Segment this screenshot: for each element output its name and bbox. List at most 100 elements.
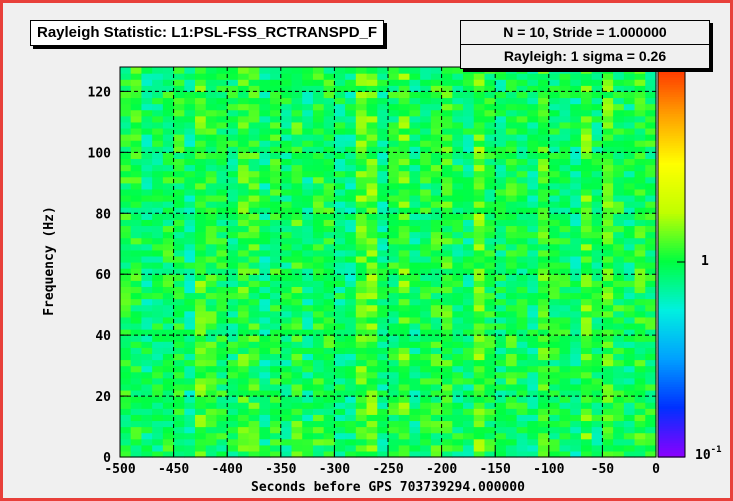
heatmap-cell xyxy=(323,402,335,409)
heatmap-cell xyxy=(237,286,250,294)
heatmap-cell xyxy=(152,91,164,99)
heatmap-cell xyxy=(237,219,250,227)
heatmap-cell xyxy=(495,450,507,458)
heatmap-cell xyxy=(259,170,271,178)
heatmap-cell xyxy=(237,182,250,190)
heatmap-cell xyxy=(152,231,164,239)
heatmap-cell xyxy=(259,389,271,397)
heatmap-cell xyxy=(259,73,271,80)
heatmap-cell xyxy=(355,182,368,190)
heatmap-cell xyxy=(141,268,153,275)
heatmap-cell xyxy=(377,91,389,99)
heatmap-cell xyxy=(120,286,132,294)
heatmap-cell xyxy=(484,140,496,147)
heatmap-cell xyxy=(473,225,486,233)
colorbar-tick-0.1: 10-1 xyxy=(695,445,722,463)
heatmap-cell xyxy=(463,164,475,172)
heatmap-cell xyxy=(130,249,143,257)
heatmap-cell xyxy=(205,371,218,379)
heatmap-cell xyxy=(420,67,432,74)
heatmap-cell xyxy=(130,164,143,172)
heatmap-cell xyxy=(505,383,518,391)
heatmap-cell xyxy=(441,85,453,92)
heatmap-cell xyxy=(559,414,571,422)
colorbar-band xyxy=(658,388,685,392)
heatmap-cell xyxy=(505,115,518,123)
heatmap-cell xyxy=(141,188,153,196)
heatmap-cell xyxy=(398,310,411,318)
heatmap-cell xyxy=(355,298,368,306)
heatmap-cell xyxy=(377,255,389,263)
heatmap-cell xyxy=(548,316,561,324)
heatmap-cell xyxy=(173,121,185,129)
heatmap-cell xyxy=(130,225,143,233)
heatmap-cell xyxy=(441,408,453,415)
heatmap-cell xyxy=(162,219,175,227)
heatmap-cell xyxy=(463,188,475,196)
heatmap-cell xyxy=(527,450,539,458)
heatmap-cell xyxy=(570,170,582,178)
heatmap-cell xyxy=(291,262,303,269)
heatmap-cell xyxy=(645,365,657,373)
heatmap-cell xyxy=(323,322,335,330)
heatmap-cell xyxy=(645,91,657,99)
heatmap-cell xyxy=(237,341,250,348)
heatmap-cell xyxy=(409,243,421,251)
heatmap-cell xyxy=(162,91,175,99)
heatmap-cell xyxy=(141,450,153,458)
heatmap-cell xyxy=(463,444,475,452)
heatmap-cell xyxy=(184,316,196,324)
heatmap-cell xyxy=(591,158,603,166)
heatmap-cell xyxy=(613,432,625,440)
heatmap-cell xyxy=(463,152,475,160)
heatmap-cell xyxy=(548,438,561,446)
heatmap-cell xyxy=(130,408,143,415)
heatmap-cell xyxy=(645,371,657,379)
heatmap-cell xyxy=(430,322,443,330)
heatmap-cell xyxy=(130,402,143,409)
heatmap-cell xyxy=(280,298,293,306)
heatmap-cell xyxy=(162,298,175,306)
heatmap-cell xyxy=(484,347,496,355)
heatmap-cell xyxy=(570,286,582,294)
heatmap-cell xyxy=(152,73,164,80)
colorbar-band xyxy=(658,164,685,168)
heatmap-cell xyxy=(420,146,432,153)
heatmap-cell xyxy=(409,377,421,385)
heatmap-cell xyxy=(634,438,646,446)
heatmap-cell xyxy=(452,255,464,263)
heatmap-cell xyxy=(355,420,368,428)
heatmap-cell xyxy=(398,140,411,147)
heatmap-cell xyxy=(141,207,153,214)
heatmap-cell xyxy=(430,396,443,403)
heatmap-cell xyxy=(377,219,389,227)
heatmap-cell xyxy=(345,377,357,385)
heatmap-cell xyxy=(227,219,239,227)
heatmap-cell xyxy=(645,158,657,166)
heatmap-cell xyxy=(538,207,550,214)
heatmap-cell xyxy=(580,225,593,233)
heatmap-cell xyxy=(613,408,625,415)
heatmap-cell xyxy=(495,292,507,300)
heatmap-cell xyxy=(420,389,432,397)
heatmap-cell xyxy=(205,97,218,105)
heatmap-cell xyxy=(495,115,507,123)
heatmap-cell xyxy=(602,97,614,105)
heatmap-cell xyxy=(355,444,368,452)
heatmap-cell xyxy=(580,152,593,160)
heatmap-cell xyxy=(473,274,486,281)
heatmap-cell xyxy=(130,274,143,281)
heatmap-cell xyxy=(259,85,271,92)
heatmap-cell xyxy=(505,365,518,373)
heatmap-cell xyxy=(270,262,282,269)
heatmap-cell xyxy=(216,85,228,92)
heatmap-cell xyxy=(334,335,346,342)
heatmap-cell xyxy=(623,268,636,275)
heatmap-cell xyxy=(570,176,582,184)
heatmap-cell xyxy=(602,262,614,269)
heatmap-cell xyxy=(237,389,250,397)
heatmap-cell xyxy=(623,438,636,446)
heatmap-cell xyxy=(591,450,603,458)
heatmap-cell xyxy=(216,396,228,403)
heatmap-cell xyxy=(623,182,636,190)
